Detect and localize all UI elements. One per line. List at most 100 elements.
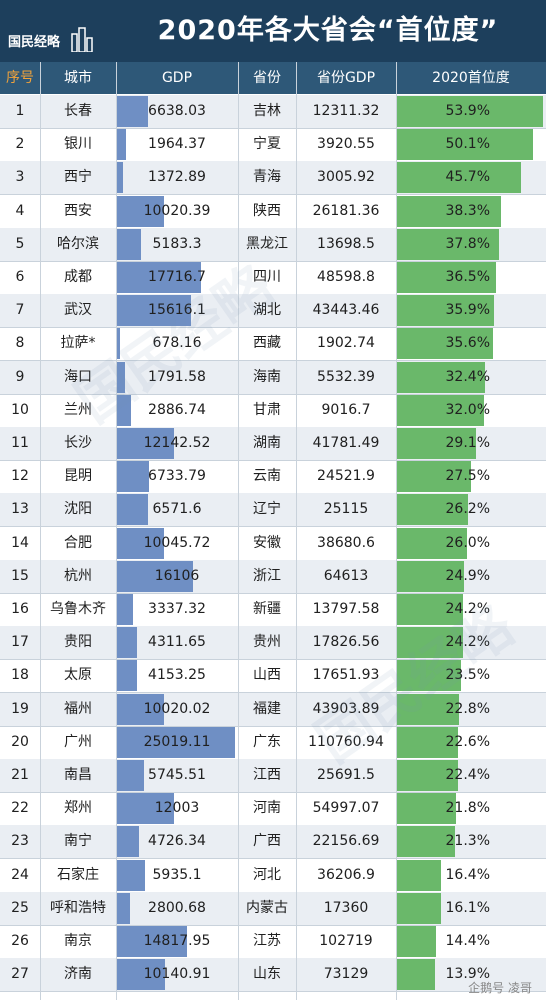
primacy-label: 37.8% <box>445 236 490 252</box>
gdp-label: 2800.68 <box>148 900 206 916</box>
province-cell: 湖北 <box>253 302 281 318</box>
gdp-bar <box>117 395 131 426</box>
city-cell: 沈阳 <box>64 501 92 517</box>
primacy-label: 38.3% <box>445 203 490 219</box>
gdp-label: 10140.91 <box>143 966 211 982</box>
row-divider <box>0 991 546 992</box>
gdp-label: 4153.25 <box>148 667 206 683</box>
province-gdp-cell: 26181.36 <box>312 203 380 219</box>
gdp-label: 6733.79 <box>148 468 206 484</box>
province-gdp-cell: 22156.69 <box>312 833 380 849</box>
rank-cell: 15 <box>11 568 29 584</box>
province-cell: 广西 <box>253 833 281 849</box>
city-cell: 贵阳 <box>64 634 92 650</box>
column-divider <box>296 62 297 1000</box>
province-gdp-cell: 48598.8 <box>317 269 375 285</box>
province-gdp-cell: 54997.07 <box>312 800 380 816</box>
gdp-label: 4311.65 <box>148 634 206 650</box>
primacy-bar <box>397 494 468 525</box>
gdp-bar <box>117 594 133 625</box>
rank-cell: 10 <box>11 402 29 418</box>
row-divider <box>0 194 546 195</box>
primacy-label: 21.8% <box>445 800 490 816</box>
primacy-bar <box>397 229 500 260</box>
gdp-bar <box>117 694 165 725</box>
province-gdp-cell: 41781.49 <box>312 435 380 451</box>
province-gdp-cell: 17651.93 <box>312 667 380 683</box>
primacy-bar <box>397 328 494 359</box>
gdp-bar <box>117 561 193 592</box>
row-divider <box>0 726 546 727</box>
primacy-label: 32.4% <box>445 369 490 385</box>
gdp-bar <box>117 627 138 658</box>
table-row <box>0 958 546 991</box>
province-cell: 辽宁 <box>253 501 281 517</box>
rank-cell: 6 <box>15 269 25 285</box>
gdp-bar <box>117 262 201 293</box>
province-cell: 云南 <box>253 468 281 484</box>
primacy-bar <box>397 196 501 227</box>
province-gdp-cell: 3920.55 <box>317 136 375 152</box>
gdp-bar <box>117 229 142 260</box>
province-cell: 黑龙江 <box>246 236 288 252</box>
primacy-label: 21.3% <box>445 833 490 849</box>
primacy-label: 29.1% <box>445 435 490 451</box>
gdp-bar <box>117 461 149 492</box>
primacy-bar <box>397 860 442 891</box>
rank-cell: 25 <box>11 900 29 916</box>
page-title: 2020年各大省会“首位度” <box>157 15 499 46</box>
province-gdp-cell: 43443.46 <box>312 302 380 318</box>
gdp-bar <box>117 528 165 559</box>
province-cell: 甘肃 <box>253 402 281 418</box>
gdp-bar <box>117 727 235 758</box>
province-gdp-cell: 73129 <box>323 966 369 982</box>
primacy-bar <box>397 594 463 625</box>
city-cell: 合肥 <box>64 535 92 551</box>
province-cell: 新疆 <box>253 601 281 617</box>
primacy-label: 36.5% <box>445 269 490 285</box>
city-cell: 南宁 <box>64 833 92 849</box>
rank-cell: 24 <box>11 867 29 883</box>
gdp-bar <box>117 860 145 891</box>
city-cell: 广州 <box>64 734 92 750</box>
city-cell: 成都 <box>64 269 92 285</box>
province-cell: 河南 <box>253 800 281 816</box>
primacy-bar <box>397 627 463 658</box>
gdp-bar <box>117 660 137 691</box>
gdp-bar <box>117 96 149 127</box>
city-cell: 呼和浩特 <box>50 900 106 916</box>
province-gdp-cell: 1902.74 <box>317 335 375 351</box>
province-cell: 内蒙古 <box>246 900 288 916</box>
rank-cell: 22 <box>11 800 29 816</box>
province-gdp-cell: 24521.9 <box>317 468 375 484</box>
gdp-label: 4726.34 <box>148 833 206 849</box>
province-cell: 广东 <box>253 734 281 750</box>
rank-cell: 18 <box>11 667 29 683</box>
province-gdp-cell: 5532.39 <box>317 369 375 385</box>
rank-cell: 3 <box>15 169 25 185</box>
city-cell: 海口 <box>64 369 92 385</box>
province-cell: 青海 <box>253 169 281 185</box>
gdp-label: 5183.3 <box>152 236 202 252</box>
city-cell: 长沙 <box>64 435 92 451</box>
gdp-bar <box>117 196 165 227</box>
city-cell: 西宁 <box>64 169 92 185</box>
row-divider <box>0 394 546 395</box>
city-cell: 兰州 <box>64 402 92 418</box>
gdp-bar <box>117 893 131 924</box>
row-divider <box>0 128 546 129</box>
rank-cell: 16 <box>11 601 29 617</box>
header-bar: 国民经略 2020年各大省会“首位度” <box>0 0 546 62</box>
gdp-bar <box>117 362 126 393</box>
col-head-province-gdp: 省份GDP <box>296 62 396 94</box>
gdp-label: 6638.03 <box>148 103 206 119</box>
province-gdp-cell: 13698.5 <box>317 236 375 252</box>
province-gdp-cell: 3005.92 <box>317 169 375 185</box>
primacy-label: 27.5% <box>445 468 490 484</box>
primacy-bar <box>397 96 543 127</box>
column-divider <box>396 62 397 1000</box>
rank-cell: 9 <box>15 369 25 385</box>
column-divider <box>238 62 239 1000</box>
rank-cell: 27 <box>11 966 29 982</box>
primacy-bar <box>397 793 457 824</box>
